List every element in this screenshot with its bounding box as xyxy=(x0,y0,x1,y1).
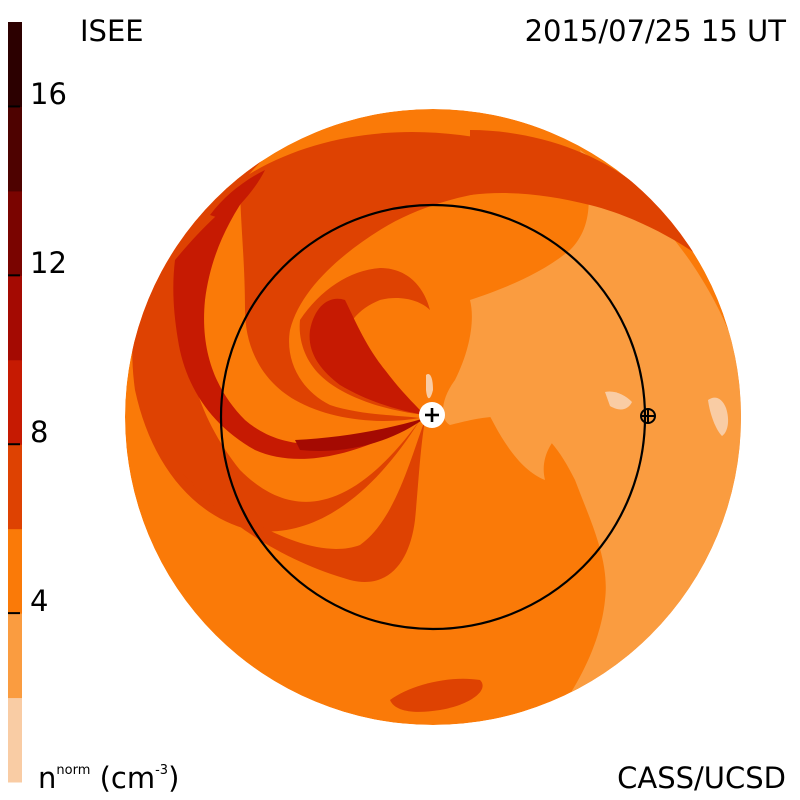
colorbar xyxy=(8,22,22,783)
colorbar-band-7 xyxy=(8,106,22,192)
colorbar-tick-label: 8 xyxy=(30,415,49,450)
colorbar-tick-label: 12 xyxy=(30,246,67,281)
colorbar-band-3 xyxy=(8,444,22,530)
low-density-region xyxy=(443,150,741,725)
high-density-streak-lower xyxy=(295,418,425,451)
density-blob-bottom xyxy=(390,678,483,712)
high-density-arm-inner xyxy=(309,298,425,415)
density-arm-outer-left xyxy=(132,120,420,532)
colorbar-tick-label: 16 xyxy=(30,77,67,112)
timestamp-label: 2015/07/25 15 UT xyxy=(524,14,786,48)
very-low-density-patch-earth xyxy=(605,391,632,410)
low-density-patch xyxy=(480,384,572,480)
very-low-density-tip xyxy=(426,373,433,399)
unit-label: nnorm (cm-3) xyxy=(38,764,179,793)
density-arm-northwest xyxy=(470,130,705,260)
colorbar-band-4 xyxy=(8,359,22,445)
colorbar-band-0 xyxy=(8,697,22,783)
colorbar-band-2 xyxy=(8,528,22,614)
credit-label: CASS/UCSD xyxy=(617,761,786,795)
unit-base: n xyxy=(38,761,57,795)
unit-superscript: norm xyxy=(56,763,91,778)
unit-exponent: -3 xyxy=(155,763,169,778)
colorbar-band-8 xyxy=(8,22,22,107)
colorbar-band-5 xyxy=(8,275,22,361)
colorbar-band-1 xyxy=(8,613,22,699)
very-low-density-patch-east xyxy=(708,397,729,436)
plus-icon xyxy=(419,402,445,428)
density-arm-lower xyxy=(180,420,425,582)
unit-paren-close: ) xyxy=(168,761,180,795)
source-label: ISEE xyxy=(80,14,144,48)
circled-plus-icon xyxy=(640,408,656,424)
high-density-streak xyxy=(210,170,265,220)
unit-paren-open: (cm xyxy=(90,761,156,795)
colorbar-band-6 xyxy=(8,190,22,276)
density-arm-top xyxy=(240,132,640,421)
colorbar-tick-label: 4 xyxy=(30,584,49,619)
